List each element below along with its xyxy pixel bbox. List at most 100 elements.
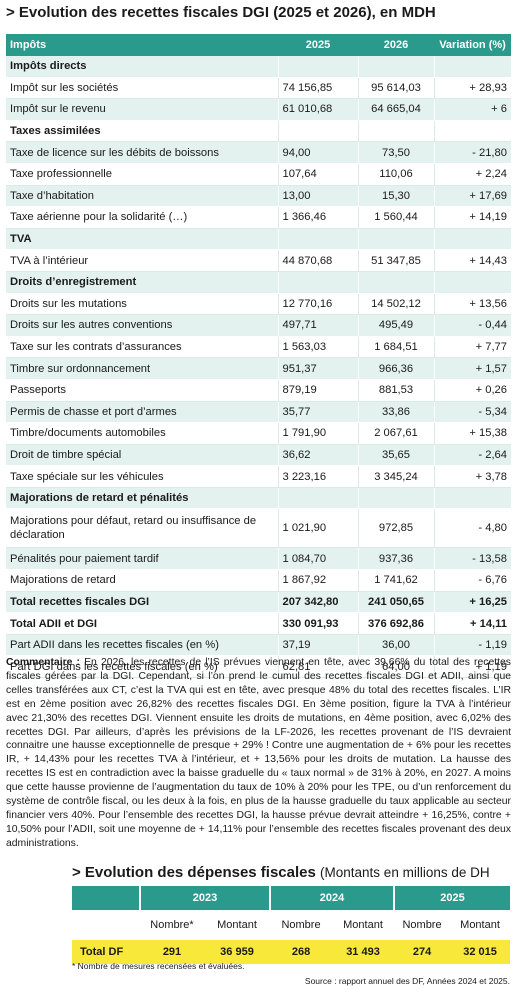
value-variation: + 1,19	[434, 655, 511, 679]
table-row: Droits sur les autres conventions 497,71 4…	[6, 314, 511, 337]
value-2026: 73,50	[358, 141, 435, 164]
row-label: Droits d’enregistrement	[6, 271, 279, 294]
value-variation: + 7,77	[434, 336, 511, 359]
value-variation	[434, 228, 511, 251]
row-label: Passeports	[6, 379, 279, 402]
value-variation: + 14,19	[434, 206, 511, 229]
value-variation: + 28,93	[434, 77, 511, 100]
table-row: Taxe spéciale sur les véhicules 3 223,16 3…	[6, 465, 511, 488]
row-label: Timbre sur ordonnancement	[6, 357, 279, 380]
value-2025: 1 563,03	[278, 336, 359, 359]
row-label: Majorations de retard	[6, 569, 279, 592]
value-2025: 1 366,46	[278, 206, 359, 229]
value-2026: 2 067,61	[358, 422, 435, 445]
df-col-nombre: Nombre*	[140, 910, 204, 940]
table-row: Pénalités pour paiement tardif 1 084,70 93…	[6, 547, 511, 571]
table-row: Impôt sur le revenu 61 010,68 64 665,04 + 6	[6, 98, 511, 121]
commentary: Commentaire : En 2026, les recettes de l…	[6, 656, 511, 851]
df-year-2025: 2025	[393, 886, 511, 910]
value-2026: 1 684,51	[358, 336, 435, 359]
df-total-value: 291	[140, 940, 204, 964]
value-variation: + 1,57	[434, 357, 511, 380]
value-variation: + 3,78	[434, 465, 511, 488]
row-label: Droits sur les autres conventions	[6, 314, 279, 337]
value-2025: 35,77	[278, 401, 359, 424]
row-label: TVA à l’intérieur	[6, 249, 279, 272]
value-2026: 1 741,62	[358, 569, 435, 592]
df-total-value: 274	[394, 940, 451, 964]
value-2025	[278, 271, 359, 294]
value-2025: 1 791,90	[278, 422, 359, 445]
value-2026	[358, 120, 435, 143]
df-total-value: 32 015	[450, 940, 511, 964]
value-2026: 241 050,65	[358, 591, 435, 614]
value-2026: 1 560,44	[358, 206, 435, 229]
value-2026: 51 347,85	[358, 249, 435, 272]
df-col-montant: Montant	[332, 910, 395, 940]
value-2025	[278, 487, 359, 510]
df-header-blank	[72, 886, 140, 910]
value-2026: 881,53	[358, 379, 435, 402]
row-label: Taxe sur les contrats d’assurances	[6, 336, 279, 359]
value-2026	[358, 56, 435, 78]
value-2025: 36,62	[278, 444, 359, 467]
row-label: Total recettes fiscales DGI	[6, 591, 279, 614]
value-2025: 12 770,16	[278, 293, 359, 316]
value-variation: + 13,56	[434, 293, 511, 316]
value-2025: 37,19	[278, 634, 359, 657]
df-year-2023: 2023	[138, 886, 271, 910]
value-2025: 107,64	[278, 163, 359, 186]
df-col-montant: Montant	[204, 910, 271, 940]
table-row: Timbre/documents automobiles 1 791,90 2 06…	[6, 422, 511, 445]
row-label: Majorations de retard et pénalités	[6, 487, 279, 510]
value-2025	[278, 228, 359, 251]
table-row: Part DGI dans les recettes fiscales (en …	[6, 655, 511, 679]
value-2025: 951,37	[278, 357, 359, 380]
value-variation: + 15,38	[434, 422, 511, 445]
value-variation: - 5,34	[434, 401, 511, 424]
value-2026: 972,85	[358, 508, 435, 549]
row-label: Impôt sur le revenu	[6, 98, 279, 121]
value-variation: + 0,26	[434, 379, 511, 402]
value-variation	[434, 271, 511, 294]
total-row: Total ADII et DGI 330 091,93 376 692,86 + 1…	[6, 612, 511, 635]
value-2025: 74 156,85	[278, 77, 359, 100]
value-variation: + 14,43	[434, 249, 511, 272]
value-variation: - 4,80	[434, 508, 511, 549]
row-label: Taxe professionnelle	[6, 163, 279, 186]
value-2026: 3 345,24	[358, 465, 435, 488]
value-2026: 64 665,04	[358, 98, 435, 121]
df-total-value: 31 493	[332, 940, 395, 964]
value-2026: 110,06	[358, 163, 435, 186]
row-label: Pénalités pour paiement tardif	[6, 547, 279, 571]
row-label: Taxe de licence sur les débits de boisso…	[6, 141, 279, 164]
section-header-row: Majorations de retard et pénalités	[6, 487, 511, 510]
value-2025: 207 342,80	[278, 591, 359, 614]
value-2025: 1 084,70	[278, 547, 359, 571]
table-row: Taxe d’habitation 13,00 15,30 + 17,69	[6, 185, 511, 208]
value-2025: 94,00	[278, 141, 359, 164]
table-row: TVA à l’intérieur 44 870,68 51 347,85 + 14,…	[6, 249, 511, 272]
value-variation	[434, 120, 511, 143]
value-variation	[434, 487, 511, 510]
commentary-text: En 2026, les recettes de l’IS prévues vi…	[6, 657, 511, 849]
df-subheader-row: Nombre* Montant Nombre Montant Nombre Mo…	[72, 910, 511, 940]
value-2026: 15,30	[358, 185, 435, 208]
row-label: Impôt sur les sociétés	[6, 77, 279, 100]
row-label: Permis de chasse et port d’armes	[6, 401, 279, 424]
row-label: Majorations pour défaut, retard ou insuf…	[6, 508, 279, 549]
df-title-main: > Evolution des dépenses fiscales	[72, 864, 316, 881]
table-row: Passeports 879,19 881,53 + 0,26	[6, 379, 511, 402]
source-note: Source : rapport annuel des DF, Années 2…	[304, 976, 510, 986]
value-2026: 966,36	[358, 357, 435, 380]
df-subheader-blank	[72, 910, 140, 940]
value-2025: 61 010,68	[278, 98, 359, 121]
table-row: Taxe sur les contrats d’assurances 1 563,…	[6, 336, 511, 359]
df-col-nombre: Nombre	[394, 910, 451, 940]
table-row: Majorations de retard 1 867,92 1 741,62- 6…	[6, 569, 511, 592]
table-header-row: Impôts 2025 2026 Variation (%)	[6, 34, 511, 56]
value-2025: 44 870,68	[278, 249, 359, 272]
value-variation: - 2,64	[434, 444, 511, 467]
value-2026	[358, 487, 435, 510]
df-col-montant: Montant	[450, 910, 511, 940]
